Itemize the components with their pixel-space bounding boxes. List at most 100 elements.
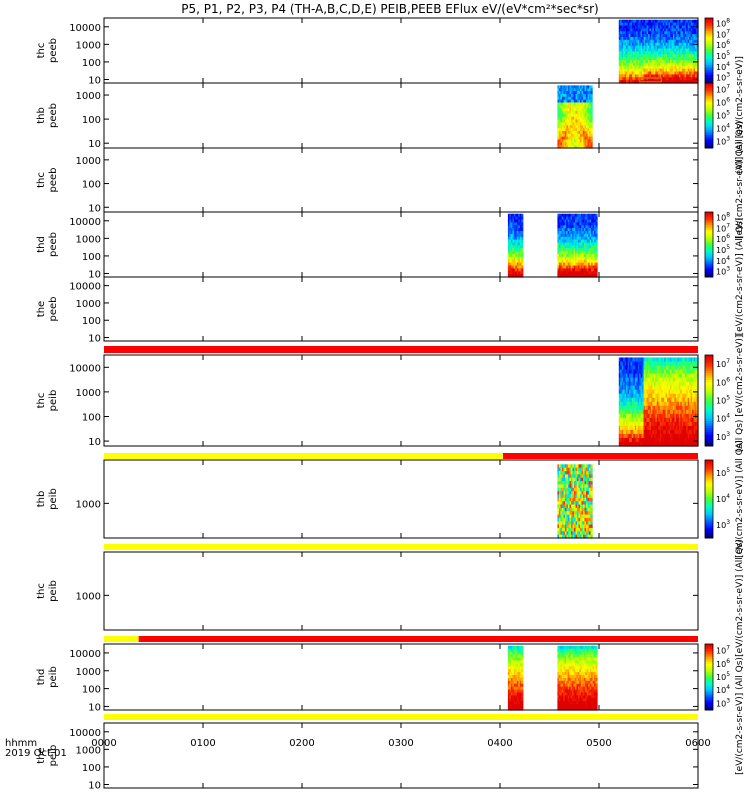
heat-cell bbox=[678, 62, 681, 67]
heat-cell bbox=[580, 259, 583, 264]
heat-cell bbox=[624, 365, 627, 371]
heat-cell bbox=[570, 701, 573, 705]
heat-cell bbox=[677, 385, 680, 391]
heat-cell bbox=[557, 666, 560, 670]
heat-cell bbox=[566, 228, 569, 232]
heat-cell bbox=[647, 25, 651, 29]
heat-cell bbox=[692, 385, 695, 391]
heat-cell bbox=[561, 219, 564, 223]
heat-cell bbox=[578, 527, 581, 532]
heat-cell bbox=[637, 397, 640, 403]
heat-cell bbox=[566, 231, 569, 235]
heat-cell bbox=[621, 54, 624, 58]
heat-cell bbox=[567, 222, 570, 226]
heat-cell bbox=[589, 497, 592, 502]
heat-cell bbox=[579, 228, 582, 232]
heat-cell bbox=[577, 136, 580, 141]
heat-cell bbox=[581, 487, 584, 492]
heat-cell bbox=[591, 225, 594, 229]
heat-cell bbox=[560, 686, 563, 691]
heat-cell bbox=[683, 54, 686, 58]
heat-cell bbox=[630, 389, 633, 395]
heat-cell bbox=[661, 393, 664, 399]
heat-cell bbox=[647, 393, 651, 399]
heat-cell bbox=[579, 648, 582, 653]
heat-cell bbox=[684, 25, 687, 29]
heat-cell bbox=[650, 417, 653, 423]
heat-cell bbox=[634, 62, 637, 67]
heat-cell bbox=[636, 369, 639, 375]
heat-cell bbox=[636, 373, 639, 379]
heat-cell bbox=[564, 225, 567, 229]
heat-cell bbox=[594, 239, 597, 244]
heat-cell bbox=[578, 108, 581, 112]
heat-cell bbox=[623, 48, 626, 52]
heat-cell bbox=[690, 369, 693, 375]
heat-cell bbox=[686, 413, 689, 419]
heat-cell bbox=[580, 471, 583, 475]
heat-cell bbox=[561, 256, 564, 261]
heat-cell bbox=[510, 268, 513, 272]
heat-cell bbox=[566, 111, 569, 115]
heat-cell bbox=[590, 517, 593, 522]
heat-cell bbox=[589, 108, 592, 112]
heat-cell bbox=[583, 514, 586, 519]
heat-cell bbox=[518, 231, 521, 235]
heat-cell bbox=[509, 228, 512, 232]
heat-cell bbox=[566, 467, 569, 472]
heat-cell bbox=[678, 31, 681, 35]
heat-cell bbox=[580, 481, 583, 486]
heat-cell bbox=[513, 231, 516, 235]
heat-cell bbox=[627, 37, 630, 41]
heat-cell bbox=[580, 507, 583, 512]
heat-cell bbox=[583, 511, 586, 516]
heat-cell bbox=[578, 133, 581, 138]
heat-cell bbox=[560, 116, 563, 121]
heat-cell bbox=[576, 674, 579, 679]
heat-cell bbox=[566, 707, 569, 711]
heat-cell bbox=[587, 108, 590, 112]
heat-cell bbox=[670, 425, 673, 431]
heat-cell bbox=[563, 265, 566, 269]
heat-cell bbox=[670, 68, 673, 73]
heat-cell bbox=[583, 145, 586, 149]
heat-cell bbox=[584, 507, 587, 512]
heat-cell bbox=[665, 401, 668, 407]
heat-cell bbox=[683, 421, 686, 427]
heat-cell bbox=[626, 48, 629, 52]
heat-cell bbox=[681, 401, 684, 407]
heat-cell bbox=[645, 51, 648, 55]
heat-cell bbox=[509, 686, 512, 691]
heat-cell bbox=[516, 680, 519, 685]
heat-cell bbox=[623, 25, 626, 29]
heat-cell bbox=[636, 385, 639, 391]
heat-cell bbox=[678, 74, 681, 78]
heat-cell bbox=[650, 54, 653, 58]
heat-cell bbox=[681, 25, 684, 29]
heat-cell bbox=[519, 236, 522, 241]
heat-cell bbox=[521, 274, 524, 278]
heat-cell bbox=[667, 425, 670, 431]
heat-cell bbox=[687, 365, 690, 371]
heat-cell bbox=[655, 413, 658, 419]
heat-cell bbox=[684, 409, 687, 415]
heat-cell bbox=[677, 381, 680, 387]
heat-cell bbox=[681, 77, 684, 81]
heat-cell bbox=[692, 369, 695, 375]
heat-cell bbox=[564, 133, 568, 138]
heat-cell bbox=[668, 369, 671, 375]
heat-cell bbox=[628, 80, 632, 84]
heat-cell bbox=[576, 222, 579, 226]
heat-cell bbox=[564, 85, 568, 89]
heat-cell bbox=[580, 265, 583, 269]
heat-cell bbox=[585, 248, 588, 252]
heat-cell bbox=[572, 228, 575, 232]
heat-cell bbox=[594, 245, 597, 249]
heat-cell bbox=[582, 265, 585, 269]
panel-frame bbox=[103, 276, 699, 342]
heat-cell bbox=[573, 251, 576, 255]
heat-cell bbox=[564, 680, 567, 685]
heat-cell bbox=[643, 65, 646, 70]
heat-cell bbox=[560, 524, 563, 529]
heat-cell bbox=[623, 42, 626, 47]
